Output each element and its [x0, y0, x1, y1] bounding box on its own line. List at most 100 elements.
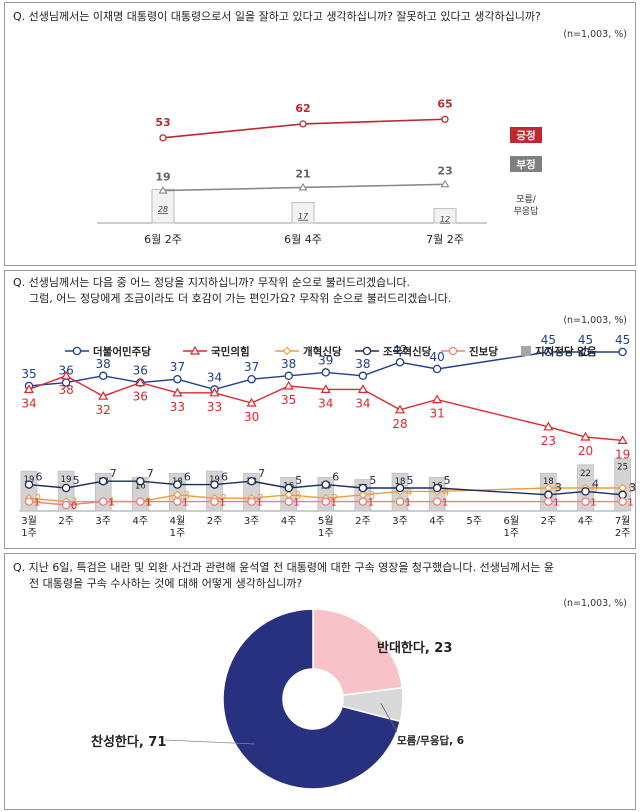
data-label: 38 — [96, 357, 111, 371]
series-point — [618, 347, 627, 357]
no-party-bar-label: 18 — [543, 477, 554, 487]
data-label: 39 — [318, 353, 333, 367]
series-point — [98, 390, 109, 400]
data-label: 1 — [590, 498, 596, 509]
arrest-question-line2: 전 대통령을 구속 수사하는 것에 대해 어떻게 생각하십니까? — [29, 577, 303, 590]
x-tick-label: 4주 — [578, 516, 594, 527]
legend-marker — [189, 345, 201, 355]
series-point — [210, 497, 219, 506]
x-tick-label: 2주 — [58, 516, 74, 527]
legend-negative-label: 부정 — [516, 158, 535, 171]
series-point — [544, 347, 553, 357]
data-label: 53 — [155, 116, 170, 129]
legend-dk-label: 모름/무응답 — [514, 194, 539, 217]
series-point — [441, 115, 449, 123]
pie-slice — [312, 608, 404, 697]
data-label: 1 — [405, 498, 411, 509]
data-label: 6 — [332, 471, 339, 484]
x-tick-label: 5월 1주 — [318, 515, 334, 539]
data-label: 35 — [281, 393, 296, 407]
series-point — [618, 497, 627, 506]
data-label: 1 — [34, 498, 40, 509]
series-point — [247, 374, 256, 384]
series-point — [395, 497, 405, 506]
series-point — [98, 497, 108, 506]
data-label: 1 — [553, 498, 559, 509]
x-tick-label: 3주 — [95, 516, 111, 527]
series-point — [543, 421, 554, 431]
data-label: 65 — [437, 97, 452, 110]
x-tick-label: 4주 — [133, 516, 149, 527]
series-point — [24, 497, 34, 506]
data-label: 23 — [541, 434, 556, 448]
x-tick-label: 4주 — [429, 516, 445, 527]
approval-question: Q. 선생님께서는 이재명 대통령이 대통령으로서 일을 잘하고 있다고 생각하… — [13, 10, 541, 23]
series-point — [173, 374, 182, 384]
legend-positive-swatch — [510, 127, 542, 143]
series-point — [247, 476, 256, 486]
legend-label: 개혁신당 — [303, 345, 342, 358]
legend-negative-swatch — [510, 156, 542, 172]
data-label: 3 — [555, 481, 562, 494]
series-point — [544, 490, 553, 500]
data-label: 7 — [147, 467, 154, 480]
series-point — [581, 497, 590, 506]
no-party-bar-label: 25 — [617, 463, 628, 473]
party-unit: (n=1,003, %) — [563, 315, 627, 326]
data-label: 38 — [58, 383, 73, 397]
data-label: 3 — [183, 489, 190, 502]
arrest-unit: (n=1,003, %) — [563, 598, 627, 609]
party-question-line1: Q. 선생님께서는 다음 중 어느 정당을 지지하십니까? 무작위 순으로 불러… — [13, 276, 411, 289]
data-label: 23 — [437, 164, 452, 177]
data-label: 1 — [294, 498, 300, 509]
data-label: 2 — [35, 492, 42, 505]
data-label: 1 — [256, 498, 262, 509]
data-label: 19 — [155, 171, 170, 184]
x-tick-label: 5주 — [466, 516, 482, 527]
series-point — [246, 397, 257, 407]
data-label: 1 — [331, 498, 337, 509]
data-label: 32 — [96, 403, 111, 417]
data-label: 30 — [244, 410, 259, 424]
legend-label: 국민의힘 — [211, 345, 250, 358]
pie-label-support: 찬성한다, 71 — [91, 734, 166, 750]
pie-label-dk: 모름/무응답, 6 — [397, 735, 464, 747]
data-label: 4 — [592, 477, 599, 490]
data-label: 6 — [36, 471, 43, 484]
data-label: 0 — [71, 501, 77, 512]
legend-marker — [282, 346, 292, 356]
series-point — [173, 480, 182, 489]
series-point — [618, 490, 627, 500]
data-label: 20 — [578, 444, 593, 458]
data-label: 5 — [554, 482, 561, 495]
approval-unit: (n=1,003, %) — [563, 29, 627, 40]
data-label: 5 — [295, 474, 302, 487]
series-point — [61, 500, 71, 510]
data-label: 28 — [392, 417, 407, 431]
data-label: 7 — [258, 467, 265, 480]
series-point — [98, 476, 108, 486]
dk-bar — [291, 202, 315, 224]
data-label: 36 — [133, 364, 148, 378]
series-point — [61, 370, 72, 380]
data-label: 40 — [429, 350, 444, 364]
pie-label-oppose: 반대한다, 23 — [377, 640, 452, 656]
data-label: 21 — [295, 167, 310, 180]
data-label: 1 — [442, 498, 448, 509]
data-label: 5 — [73, 474, 80, 487]
series-point — [440, 179, 450, 188]
series-point — [98, 371, 108, 381]
party-support-panel: Q. 선생님께서는 다음 중 어느 정당을 지지하십니까? 무작위 순으로 불러… — [4, 270, 636, 549]
series-point — [299, 120, 307, 128]
series-point — [432, 394, 443, 404]
series-point — [298, 182, 308, 191]
data-label: 33 — [207, 400, 222, 414]
pie-leader-line — [380, 703, 398, 733]
series-point — [23, 384, 35, 393]
dk-bar-label: 12 — [440, 215, 450, 224]
data-label: 4 — [443, 485, 450, 498]
data-label: 5 — [591, 482, 598, 495]
series-point — [617, 435, 628, 444]
series-point — [136, 476, 145, 486]
data-label: 45 — [615, 333, 630, 347]
